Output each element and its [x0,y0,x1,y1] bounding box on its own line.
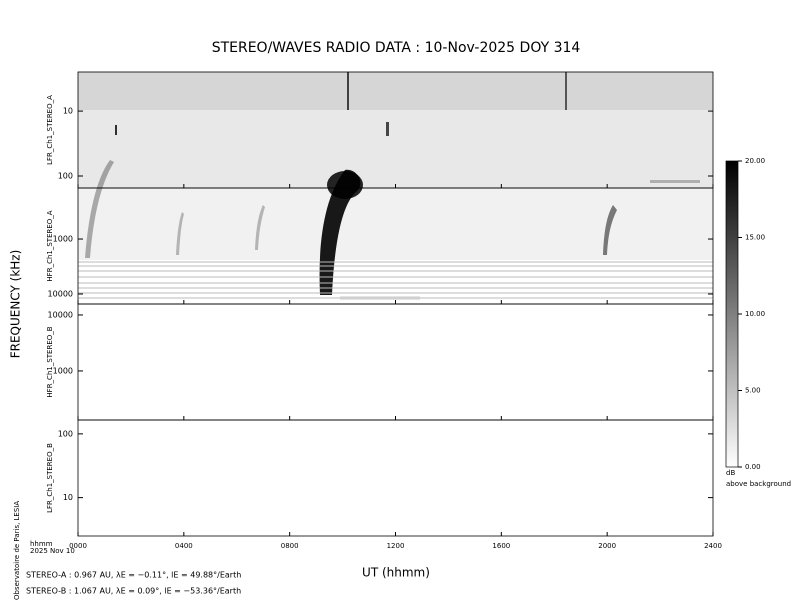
colorbar-tick-label: 0.00 [745,463,761,471]
spectrum-band [78,188,713,260]
panel-label: HFR_Ch1_STEREO_A [46,210,54,281]
panel-label: HFR_Ch1_STEREO_B [46,326,54,397]
y-tick-label: 1000 [53,235,73,244]
panel-label: LFR_Ch1_STEREO_A [46,95,54,165]
x-tick-label: 1200 [387,542,405,550]
colorbar-unit: dB [726,469,735,477]
corner-label: hhmm [30,540,53,548]
footer-line: STEREO-B : 1.067 AU, λE = 0.09°, lE = −5… [26,587,241,596]
y-axis-label: FREQUENCY (kHz) [9,250,23,359]
credit: Observatoire de Paris, LESIA [13,501,21,600]
x-tick-label: 1600 [492,542,510,550]
spectrum-band [78,110,713,188]
hfr-stripes [78,261,713,299]
colorbar-tick-label: 10.00 [745,310,765,318]
x-tick-label: 2000 [598,542,616,550]
colorbar-tick-label: 20.00 [745,157,765,165]
y-tick-label: 10000 [48,290,73,299]
colorbar [725,160,739,468]
y-tick-label: 10 [63,107,73,116]
y-tick-label: 100 [58,429,73,438]
panel-label: LFR_Ch1_STEREO_B [46,443,54,513]
x-tick-label: 0000 [69,542,87,550]
x-tick-label: 0400 [175,542,193,550]
footer-line: STEREO-A : 0.967 AU, λE = −0.11°, lE = 4… [26,571,241,580]
colorbar-caption: above background [726,480,791,488]
y-tick-label: 100 [58,172,73,181]
x-axis-label: UT (hhmm) [362,566,430,580]
spectrum-features [85,72,700,300]
panel-frame [77,303,714,421]
y-tick-label: 10000 [48,310,73,319]
chart-title: STEREO/WAVES RADIO DATA : 10-Nov-2025 DO… [212,40,581,56]
y-tick-label: 10 [63,493,73,502]
panel-frame [77,419,714,537]
x-tick-label: 0800 [281,542,299,550]
x-tick-label: 2400 [704,542,722,550]
date-label: 2025 Nov 10 [30,547,75,555]
y-tick-label: 1000 [53,366,73,375]
colorbar-tick-label: 15.00 [745,234,765,242]
spectrum-band [78,72,713,110]
colorbar-tick-label: 5.00 [745,387,761,395]
